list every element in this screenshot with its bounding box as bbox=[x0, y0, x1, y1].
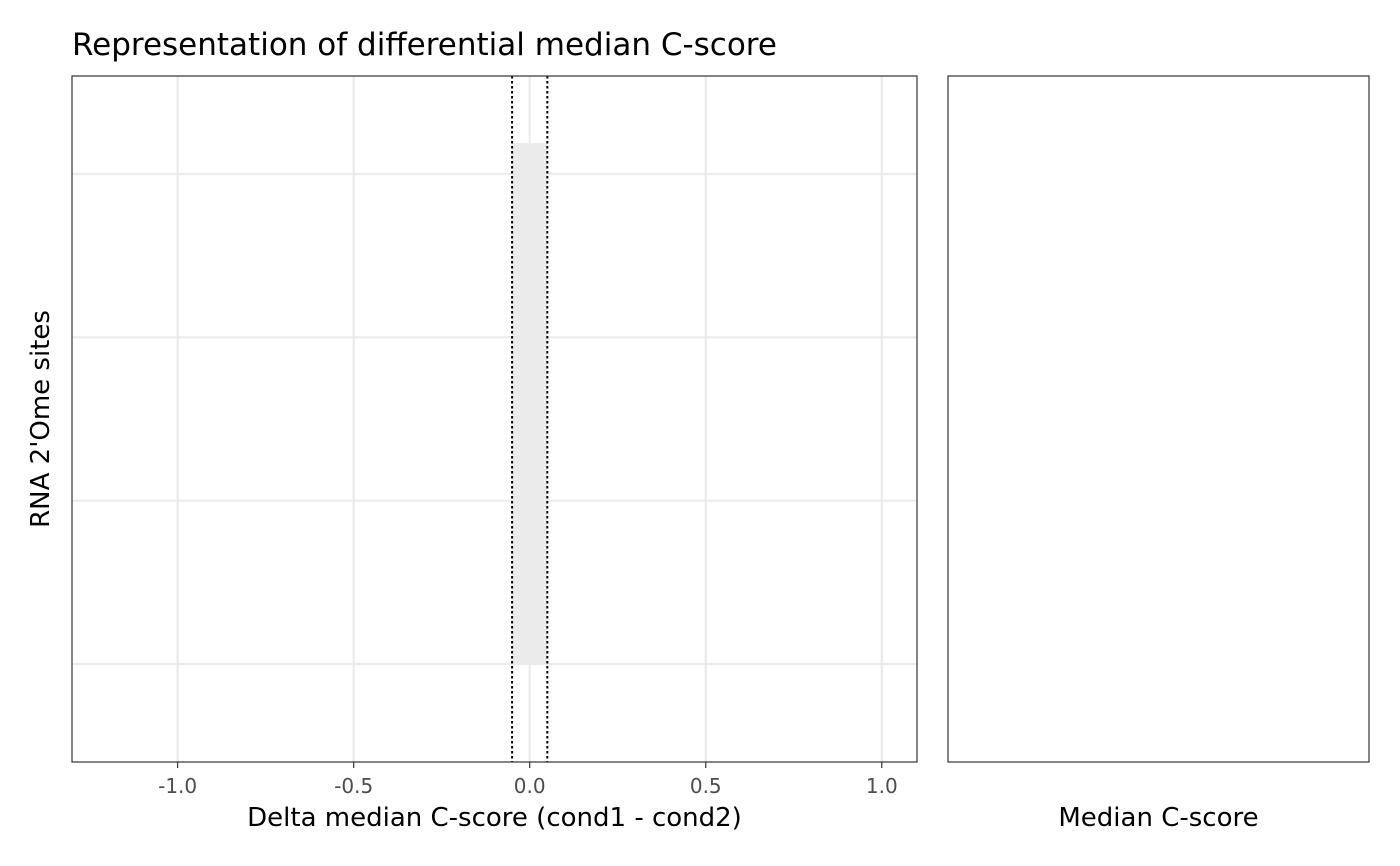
x-tick-label-3: 0.5 bbox=[690, 774, 722, 798]
x-tick-label-2: 0.0 bbox=[514, 774, 546, 798]
chart-title: Representation of differential median C-… bbox=[72, 27, 777, 63]
threshold-lines bbox=[511, 76, 549, 762]
left-panel: -1.0 -0.5 0.0 0.5 1.0 Delta median C-score (… bbox=[26, 75, 918, 833]
threshold-band-rect bbox=[512, 142, 548, 664]
x-tick-label-1: -0.5 bbox=[334, 774, 373, 798]
threshold-band bbox=[512, 142, 548, 664]
x-axis-ticks: -1.0 -0.5 0.0 0.5 1.0 bbox=[158, 762, 898, 798]
x-tick-label-4: 1.0 bbox=[866, 774, 898, 798]
right-panel-border bbox=[947, 75, 1370, 763]
left-panel-background bbox=[72, 76, 917, 762]
y-axis-title: RNA 2'Ome sites bbox=[26, 310, 56, 528]
right-panel: Median C-score bbox=[947, 75, 1370, 833]
left-panel-border bbox=[71, 75, 918, 763]
x-tick-label-0: -1.0 bbox=[158, 774, 197, 798]
right-x-axis-title: Median C-score bbox=[1058, 803, 1258, 833]
x-axis-title: Delta median C-score (cond1 - cond2) bbox=[247, 803, 742, 833]
